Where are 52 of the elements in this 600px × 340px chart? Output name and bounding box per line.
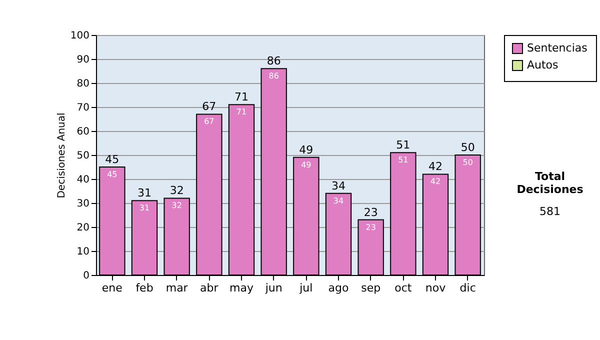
- y-tick-label: 70: [76, 102, 90, 114]
- annotation: 51: [396, 138, 410, 152]
- y-axis-title: Decisiones Anual: [56, 112, 68, 198]
- x-tick-label: ene: [102, 282, 123, 294]
- annotation: 71: [234, 90, 248, 104]
- y-tick-label: 0: [83, 270, 90, 282]
- data-label: 32: [172, 201, 182, 210]
- annotation: 23: [364, 206, 378, 219]
- annotation: 42: [428, 160, 442, 174]
- x-tick-label: jul: [298, 282, 313, 294]
- x-tick-label: mar: [166, 282, 188, 294]
- data-label: 51: [398, 156, 408, 165]
- data-label: 71: [236, 108, 247, 117]
- data-label: 45: [107, 170, 118, 179]
- x-tick-label: feb: [136, 282, 154, 294]
- annotation: 86: [266, 54, 281, 68]
- data-label: 31: [139, 204, 150, 213]
- data-label: 42: [430, 177, 441, 186]
- annotation: 50: [460, 141, 475, 154]
- annotation: 49: [299, 143, 314, 156]
- x-tick-label: oct: [394, 282, 412, 294]
- data-label: 49: [301, 160, 312, 170]
- x-tick-label: may: [230, 282, 254, 294]
- x-tick-label: jun: [264, 282, 282, 294]
- x-tick-label: sep: [361, 282, 381, 294]
- y-tick-label: 90: [76, 54, 90, 66]
- y-tick-label: 40: [76, 174, 90, 186]
- x-tick-label: ago: [328, 282, 349, 294]
- data-label: 23: [366, 222, 376, 232]
- annotation: 34: [332, 179, 346, 192]
- y-tick-label: 50: [76, 150, 90, 162]
- data-label: 67: [204, 117, 214, 126]
- legend-label: Sentencias: [527, 42, 588, 54]
- y-tick-label: 60: [76, 126, 90, 138]
- data-label: 86: [268, 72, 279, 81]
- legend-label: Autos: [527, 58, 559, 72]
- text: Total Decisiones: [516, 170, 584, 196]
- y-tick-label: 20: [76, 222, 90, 234]
- annotation: 31: [138, 186, 152, 200]
- y-tick-label: 30: [76, 198, 90, 210]
- annotation: 32: [170, 184, 184, 198]
- data-label: 50: [462, 158, 473, 167]
- annotation: 67: [202, 100, 216, 114]
- y-tick-label: 100: [70, 30, 90, 42]
- data-label: 34: [333, 196, 344, 206]
- annotation: 45: [105, 153, 120, 166]
- x-tick-label: abr: [200, 282, 219, 294]
- y-tick-label: 10: [76, 246, 90, 258]
- text: 581: [538, 205, 562, 218]
- x-tick-label: nov: [425, 282, 446, 294]
- y-tick-label: 80: [76, 78, 90, 90]
- x-tick-label: dic: [460, 282, 476, 294]
